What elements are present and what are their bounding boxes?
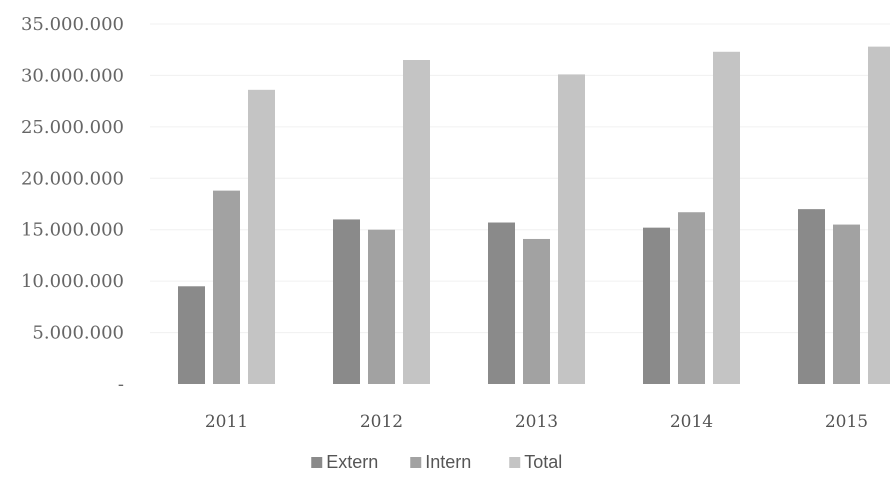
legend-swatch-total [509,457,521,468]
y-tick-label: 20.000.000 [21,168,124,189]
bar-intern-2015 [833,224,860,384]
y-tick-label: 30.000.000 [21,65,124,86]
legend-swatch-extern [311,457,323,468]
bar-total-2015 [868,46,890,384]
legend-label-intern: Intern [425,452,471,472]
bar-total-2012 [403,60,430,384]
x-axis-category-labels: 2011 2012 2013 2014 2015 [205,412,868,432]
y-tick-label: 5.000.000 [32,323,124,344]
bar-total-2014 [713,51,740,385]
bar-intern-2013 [523,238,550,384]
bar-extern-2015 [798,209,825,384]
y-tick-label: 15.000.000 [21,220,124,241]
x-category-label: 2014 [670,412,713,432]
bar-total-2013 [558,74,585,385]
bar-extern-2014 [643,227,670,384]
y-tick-label: 25.000.000 [21,117,124,138]
x-category-label: 2013 [515,412,558,432]
bar-extern-2012 [333,219,360,384]
legend: Extern Intern Total [311,452,562,472]
y-tick-label: - [118,374,124,395]
x-category-label: 2011 [205,412,248,432]
bar-extern-2011 [178,286,205,384]
legend-label-extern: Extern [326,452,378,472]
y-axis-tick-labels: - 5.000.000 10.000.000 15.000.000 20.000.000… [21,14,124,395]
legend-label-total: Total [524,452,562,472]
bars [178,46,890,385]
x-category-label: 2012 [360,412,403,432]
bar-total-2011 [248,89,275,384]
bar-intern-2012 [368,229,395,384]
bar-extern-2013 [488,222,515,384]
y-tick-label: 10.000.000 [21,271,124,292]
bar-intern-2011 [213,190,240,384]
y-tick-label: 35.000.000 [21,14,124,35]
legend-swatch-intern [410,457,422,468]
bar-intern-2014 [678,212,705,384]
x-category-label: 2015 [825,412,868,432]
